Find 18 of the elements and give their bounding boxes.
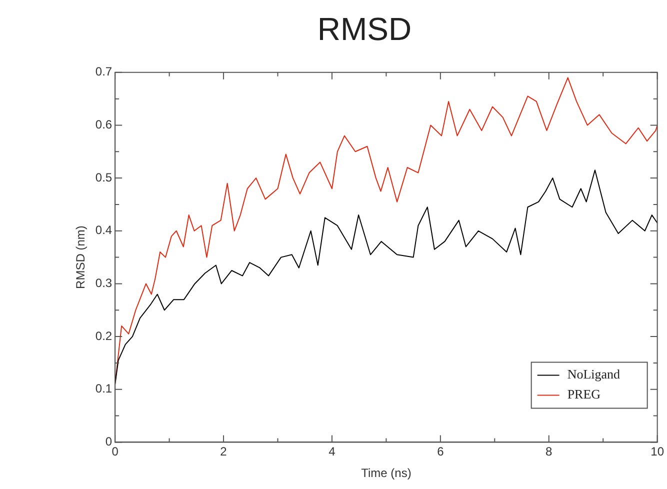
y-tick-label: 0.7 bbox=[95, 64, 112, 79]
y-tick-label: 0.3 bbox=[95, 276, 112, 290]
y-tick-label: 0.4 bbox=[95, 223, 112, 238]
legend-label: PREG bbox=[567, 386, 601, 402]
x-tick-label: 8 bbox=[546, 444, 553, 459]
x-axis-title: Time (ns) bbox=[361, 466, 412, 480]
y-tick-label: 0.6 bbox=[95, 118, 112, 132]
x-tick-label: 6 bbox=[437, 444, 444, 459]
x-tick-label: 10 bbox=[650, 444, 664, 459]
x-tick-label: 2 bbox=[220, 444, 228, 459]
x-tick-label: 4 bbox=[328, 444, 336, 459]
y-axis-title: RMSD (nm) bbox=[74, 226, 88, 289]
y-tick-label: 0.5 bbox=[95, 170, 112, 184]
y-tick-label: 0.1 bbox=[95, 382, 112, 396]
y-tick-label: 0 bbox=[105, 434, 112, 449]
legend-label: NoLigand bbox=[567, 366, 621, 382]
y-tick-label: 0.2 bbox=[95, 328, 112, 343]
chart-title: RMSD bbox=[317, 11, 412, 48]
